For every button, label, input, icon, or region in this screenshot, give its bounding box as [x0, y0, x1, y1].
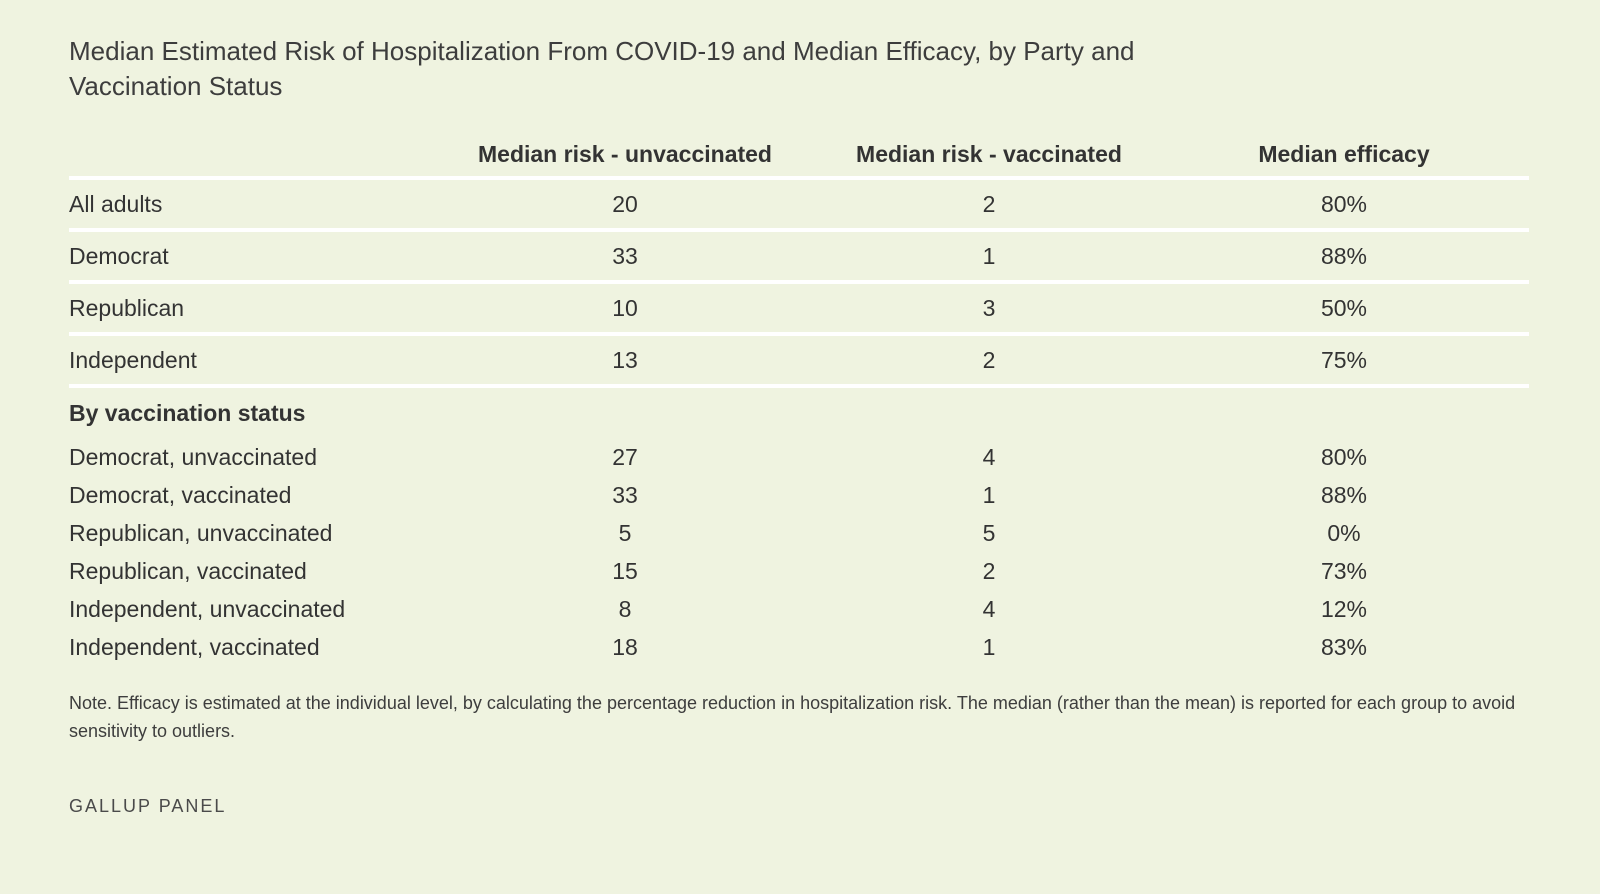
risk-vaccinated-value: 1: [982, 633, 996, 660]
row-label: Independent, unvaccinated: [69, 595, 346, 622]
row-label: Republican: [69, 282, 431, 336]
efficacy-value: 88%: [1159, 230, 1529, 284]
risk-unvaccinated-value: 33: [431, 230, 819, 284]
column-header-risk-unvaccinated: Median risk - unvaccinated: [431, 132, 819, 180]
risk-unvaccinated-value: 15: [612, 557, 638, 584]
risk-vaccinated-value: 2: [819, 334, 1159, 388]
risk-unvaccinated-value: 13: [431, 334, 819, 388]
table-row: Independent, unvaccinated 8 4 12%: [69, 590, 1529, 628]
row-label: Democrat: [69, 230, 431, 284]
header-row: Median risk - unvaccinated Median risk -…: [69, 132, 1529, 180]
risk-unvaccinated-value: 10: [431, 282, 819, 336]
risk-vaccinated-value: 1: [982, 481, 996, 508]
risk-vaccinated-value: 2: [982, 557, 996, 584]
row-label: All adults: [69, 178, 431, 232]
table-row: Republican, vaccinated 15 2 73%: [69, 552, 1529, 590]
source-label: GALLUP PANEL: [69, 796, 227, 816]
risk-unvaccinated-value: 5: [618, 519, 632, 546]
row-label: Democrat, unvaccinated: [69, 443, 318, 470]
risk-vaccinated-value: 4: [982, 595, 996, 622]
table-row: Independent, vaccinated 18 1 83%: [69, 628, 1529, 666]
table-row: Democrat 33 1 88%: [69, 230, 1529, 284]
efficacy-value: 80%: [1320, 443, 1368, 470]
efficacy-value: 88%: [1320, 481, 1368, 508]
table-row: Democrat, unvaccinated 27 4 80%: [69, 438, 1529, 476]
risk-unvaccinated-value: 18: [612, 633, 638, 660]
table-row: Democrat, vaccinated 33 1 88%: [69, 476, 1529, 514]
footnote: Note. Efficacy is estimated at the indiv…: [69, 693, 1516, 741]
row-label: Independent, vaccinated: [69, 633, 320, 660]
section-row: By vaccination status: [69, 386, 1529, 438]
table-row: All adults 20 2 80%: [69, 178, 1529, 232]
efficacy-value: 83%: [1320, 633, 1368, 660]
efficacy-value: 75%: [1159, 334, 1529, 388]
section-heading: By vaccination status: [69, 399, 306, 426]
row-label: Republican, unvaccinated: [69, 519, 333, 546]
risk-vaccinated-value: 1: [819, 230, 1159, 284]
risk-unvaccinated-value: 8: [618, 595, 632, 622]
table-row: Republican, unvaccinated 5 5 0%: [69, 514, 1529, 552]
table-row: Republican 10 3 50%: [69, 282, 1529, 336]
table-body: All adults 20 2 80% Democrat 33 1 88% Republican…: [69, 178, 1529, 666]
efficacy-value: 80%: [1159, 178, 1529, 232]
table-title: Median Estimated Risk of Hospitalization…: [69, 36, 1135, 101]
row-label: Republican, vaccinated: [69, 557, 307, 584]
risk-vaccinated-value: 5: [982, 519, 996, 546]
risk-vaccinated-value: 4: [982, 443, 996, 470]
row-label: Independent: [69, 334, 431, 388]
risk-unvaccinated-value: 20: [431, 178, 819, 232]
column-header-label: [69, 132, 431, 180]
row-label: Democrat, vaccinated: [69, 481, 292, 508]
risk-unvaccinated-value: 33: [612, 481, 638, 508]
data-table: Median risk - unvaccinated Median risk -…: [69, 132, 1529, 666]
column-header-risk-vaccinated: Median risk - vaccinated: [819, 132, 1159, 180]
risk-vaccinated-value: 3: [819, 282, 1159, 336]
risk-unvaccinated-value: 27: [612, 443, 638, 470]
risk-vaccinated-value: 2: [819, 178, 1159, 232]
efficacy-value: 0%: [1327, 519, 1361, 546]
column-header-efficacy: Median efficacy: [1159, 132, 1529, 180]
efficacy-value: 12%: [1320, 595, 1368, 622]
efficacy-value: 50%: [1159, 282, 1529, 336]
table-row: Independent 13 2 75%: [69, 334, 1529, 388]
efficacy-value: 73%: [1320, 557, 1368, 584]
